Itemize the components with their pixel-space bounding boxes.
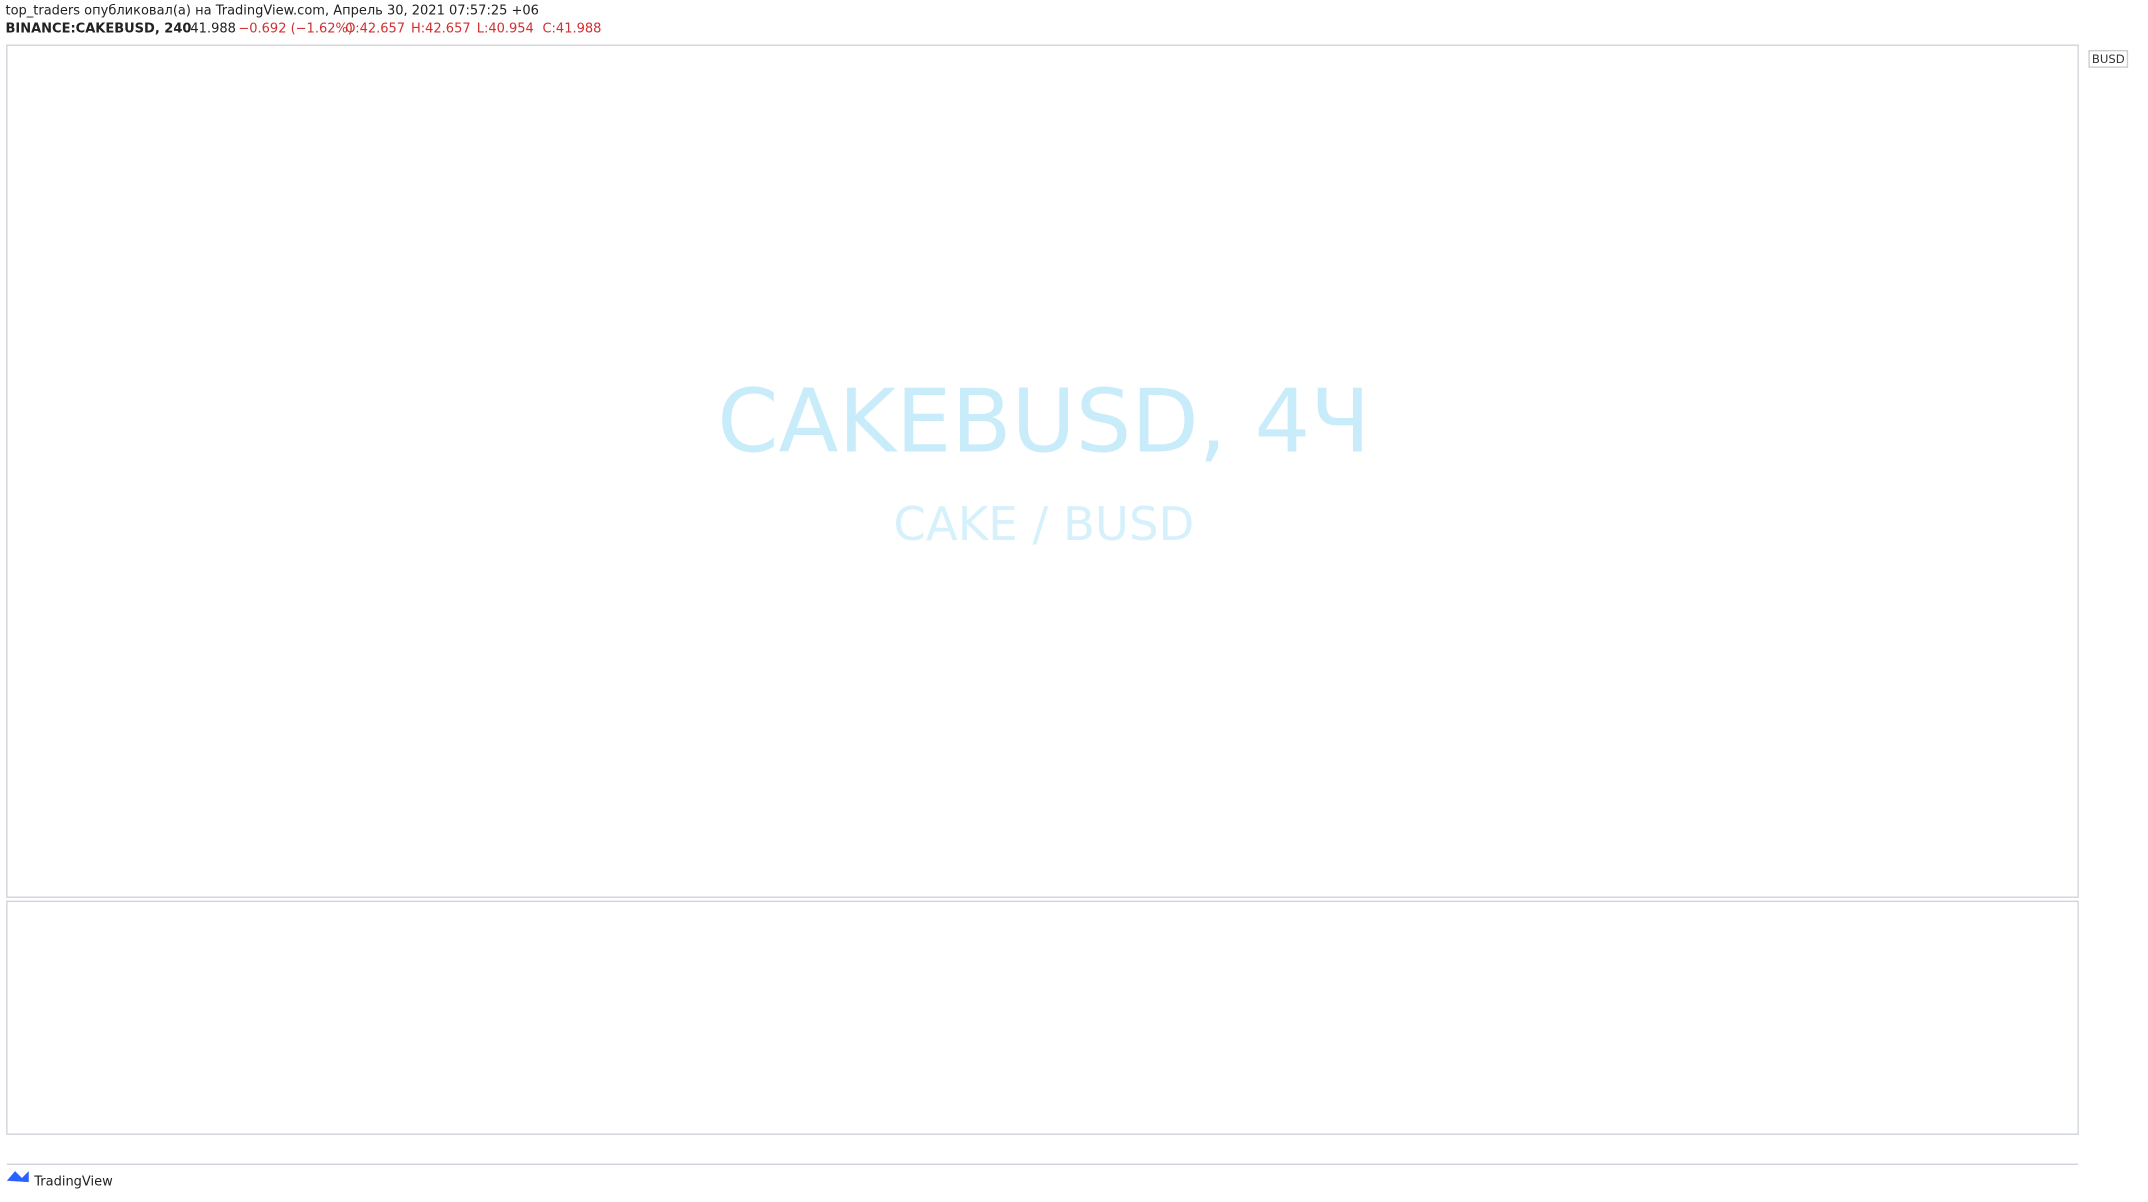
low: L:40.954	[477, 21, 534, 36]
watermark: CAKEBUSD, 4Ч	[717, 370, 1370, 472]
change: −0.692 (−1.62%)	[238, 21, 353, 36]
close: C:41.988	[542, 21, 601, 36]
symbol: BINANCE:CAKEBUSD, 240	[5, 21, 191, 36]
high: H:42.657	[411, 21, 471, 36]
watermark-sub: CAKE / BUSD	[893, 497, 1194, 551]
unit-label: BUSD	[2092, 52, 2125, 66]
open: O:42.657	[345, 21, 405, 36]
last: 41.988	[190, 21, 236, 36]
logo-icon	[6, 1171, 29, 1183]
main-pane-border	[6, 44, 2079, 898]
publisher: top_traders опубликовал(а) на TradingVie…	[5, 3, 538, 18]
branding: TradingView	[33, 1175, 113, 1190]
rsi-pane-border	[6, 900, 2079, 1135]
unit-box	[2088, 49, 2129, 68]
